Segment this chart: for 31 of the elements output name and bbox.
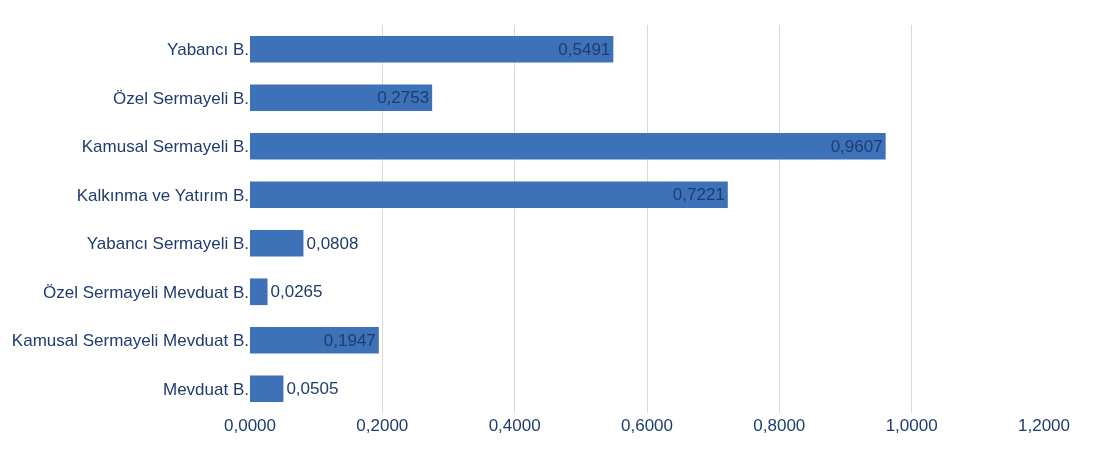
x-tick-label: 0,8000: [753, 416, 806, 435]
bar: [250, 35, 614, 63]
data-label: 0,9607: [830, 136, 883, 156]
x-tick-label: 0,4000: [488, 416, 541, 435]
y-tick-label: Yabancı Sermayeli B.: [86, 234, 249, 254]
data-label: 0,0505: [286, 379, 339, 399]
y-tick-label: Kalkınma ve Yatırım B.: [76, 185, 249, 205]
bar: [250, 326, 379, 354]
data-label: 0,2753: [377, 88, 430, 108]
bar: [250, 229, 304, 257]
y-tick-label: Özel Sermayeli Mevduat B.: [43, 282, 249, 302]
x-tick-label: 1,0000: [885, 416, 938, 435]
bar: [250, 181, 728, 209]
y-tick-label: Kamusal Sermayeli B.: [81, 137, 249, 157]
x-tick-label: 0,6000: [621, 416, 673, 435]
data-label: 0,5491: [558, 39, 611, 59]
bar: [250, 278, 268, 306]
y-tick-label: Özel Sermayeli B.: [112, 88, 249, 108]
y-tick-label: Kamusal Sermayeli Mevduat B.: [11, 331, 249, 351]
bar: [250, 84, 433, 112]
bar: [250, 132, 886, 160]
y-tick-label: Mevduat B.: [163, 379, 249, 399]
x-tick-label: 0,0000: [224, 416, 276, 435]
data-label: 0,0808: [306, 233, 359, 253]
y-tick-label: Yabancı B.: [167, 40, 249, 60]
x-tick-label: 1,2000: [1018, 416, 1070, 435]
data-label: 0,7221: [672, 185, 725, 205]
bar: [250, 375, 284, 403]
data-label: 0,1947: [323, 330, 376, 350]
data-label: 0,0265: [270, 282, 323, 302]
x-tick-label: 0,2000: [356, 416, 409, 435]
